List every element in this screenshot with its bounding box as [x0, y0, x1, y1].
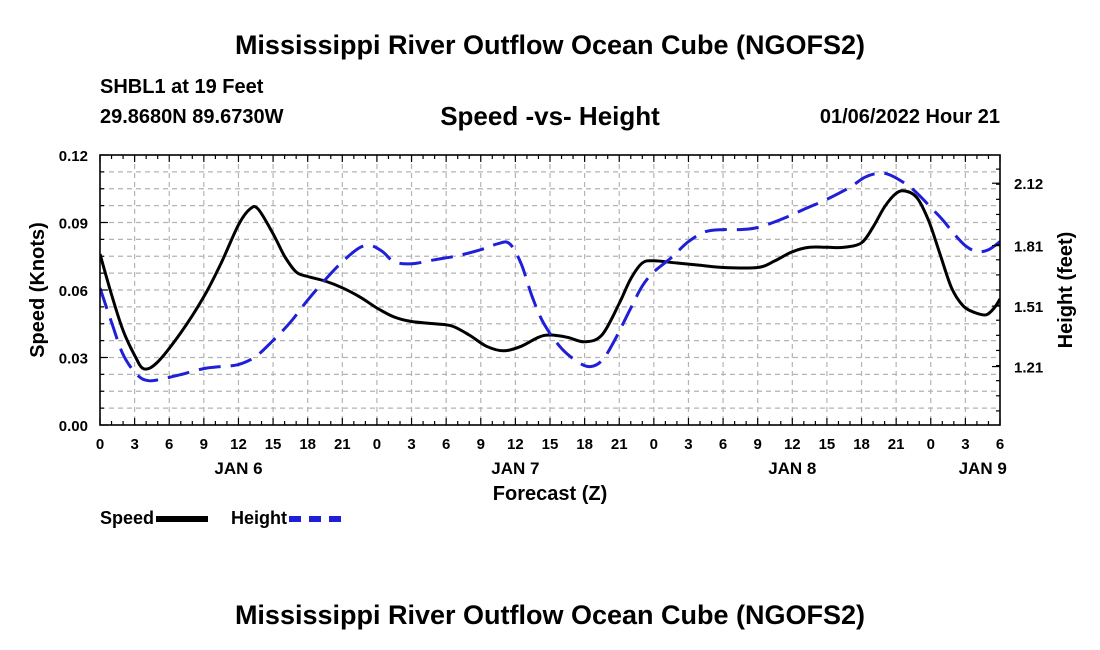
- legend-height: Height: [231, 508, 341, 529]
- x-tick-label: 15: [819, 436, 836, 453]
- speed-series-line: [100, 189, 1000, 371]
- x-tick-label: 0: [373, 436, 381, 453]
- y2-tick-label: 1.51: [1014, 299, 1043, 316]
- x-tick-label: 3: [407, 436, 415, 453]
- x-tick-label: 12: [784, 436, 801, 453]
- x-day-label: JAN 9: [959, 459, 1007, 478]
- page-title: Mississippi River Outflow Ocean Cube (NG…: [234, 30, 866, 60]
- x-tick-label: 21: [334, 436, 351, 453]
- y2-tick-label: 1.81: [1014, 239, 1043, 256]
- y-tick-label: 0.03: [59, 351, 88, 368]
- chart-series: [100, 171, 1000, 383]
- coordinates-label: 29.8680N 89.6730W: [100, 106, 284, 128]
- x-tick-label: 12: [230, 436, 247, 453]
- x-tick-label: 15: [542, 436, 559, 453]
- x-tick-label: 3: [684, 436, 692, 453]
- y-axis-speed: 0.00 0.03 0.06 0.09 0.12: [59, 148, 108, 435]
- x-axis: 0 3 6 9 12 15 18 21 0 3 6 9 12 15 18 21 0 3 6 9 12 15 18 21 0 3 6 J…: [96, 155, 1007, 478]
- x-tick-label: 3: [130, 436, 138, 453]
- x-tick-label: 18: [299, 436, 316, 453]
- chart-title: Speed -vs- Height: [440, 101, 660, 131]
- x-tick-label: 18: [576, 436, 593, 453]
- x-tick-label: 0: [650, 436, 658, 453]
- x-tick-label: 6: [442, 436, 450, 453]
- chart-grid: [100, 155, 1000, 425]
- x-tick-label: 3: [961, 436, 969, 453]
- x-day-label: JAN 8: [768, 459, 816, 478]
- x-day-label: JAN 6: [214, 459, 262, 478]
- x-tick-label: 9: [754, 436, 762, 453]
- forecast-datetime: 01/06/2022 Hour 21: [819, 106, 1000, 128]
- y-tick-label: 0.09: [59, 216, 88, 233]
- legend-speed: Speed: [100, 508, 209, 529]
- x-tick-label: 0: [927, 436, 935, 453]
- x-day-label: JAN 7: [491, 459, 539, 478]
- x-tick-label: 6: [719, 436, 727, 453]
- x-tick-label: 12: [507, 436, 524, 453]
- height-series-line: [100, 171, 1000, 383]
- y-axis-height: 1.21 1.51 1.81 2.12: [992, 168, 1043, 412]
- legend-height-swatch: [289, 515, 341, 522]
- x-tick-label: 9: [200, 436, 208, 453]
- x-tick-label: 9: [477, 436, 485, 453]
- y-axis-label: Speed (Knots): [27, 222, 49, 358]
- y-tick-label: 0.06: [59, 283, 88, 300]
- x-tick-label: 6: [996, 436, 1004, 453]
- x-tick-label: 6: [165, 436, 173, 453]
- y-tick-label: 0.12: [59, 148, 88, 165]
- x-tick-label: 15: [265, 436, 282, 453]
- legend-speed-label: Speed: [100, 508, 155, 528]
- x-axis-label: Forecast (Z): [493, 483, 607, 505]
- speed-height-chart: 0 3 6 9 12 15 18 21 0 3 6 9 12 15 18 21 0 3 6 9 12 15 18 21 0 3 6 J…: [27, 148, 1077, 505]
- legend-height-label: Height: [231, 508, 287, 528]
- legend-speed-swatch: [156, 515, 209, 522]
- x-tick-label: 21: [611, 436, 628, 453]
- x-tick-label: 18: [853, 436, 870, 453]
- page-title-repeat: Mississippi River Outflow Ocean Cube (NG…: [234, 600, 866, 630]
- x-tick-label: 21: [888, 436, 905, 453]
- y2-tick-label: 1.21: [1014, 360, 1043, 377]
- y-tick-label: 0.00: [59, 418, 88, 435]
- x-tick-label: 0: [96, 436, 104, 453]
- y2-tick-label: 2.12: [1014, 176, 1043, 193]
- station-label: SHBL1 at 19 Feet: [100, 76, 264, 98]
- y2-axis-label: Height (feet): [1055, 232, 1077, 349]
